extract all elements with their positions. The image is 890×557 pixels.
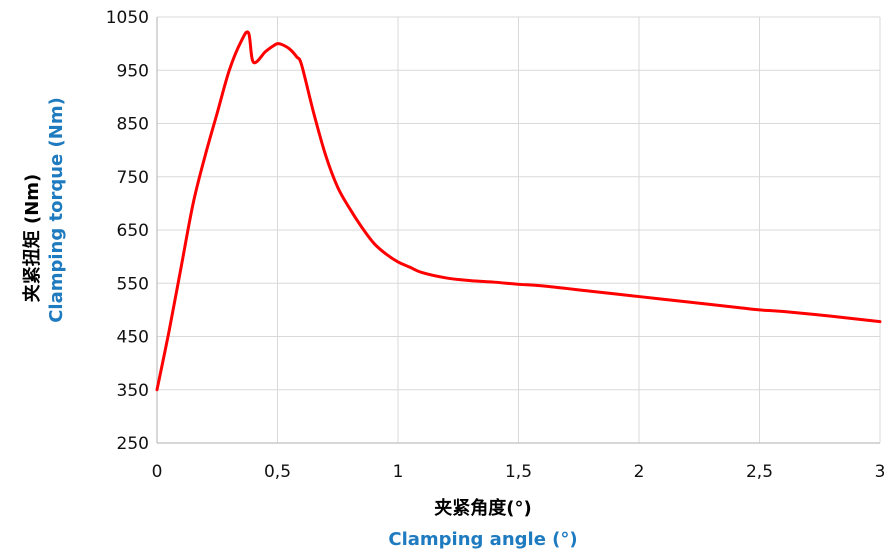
y-tick-label: 850 <box>117 115 149 135</box>
y-axis-title-cn: 夹紧扭矩 (Nm) <box>21 174 43 303</box>
y-tick-labels: 250 350 450 550 650 750 850 950 1050 <box>106 8 149 454</box>
x-tick-label: 3 <box>875 462 886 482</box>
x-tick-label: 2 <box>634 462 645 482</box>
series-line <box>155 30 882 392</box>
x-axis-title-en: Clamping angle (°) <box>388 529 577 550</box>
x-tick-label: 2,5 <box>746 462 773 482</box>
x-axis-title-cn: 夹紧角度(°) <box>434 497 531 519</box>
y-tick-label: 950 <box>117 61 149 81</box>
y-tick-label: 350 <box>117 381 149 401</box>
y-axis-title: 夹紧扭矩 (Nm) Clamping torque (Nm) <box>21 97 67 323</box>
grid-lines <box>156 16 881 444</box>
x-tick-label: 0 <box>152 462 163 482</box>
y-tick-label: 250 <box>117 434 149 454</box>
x-axis-title: 夹紧角度(°) Clamping angle (°) <box>388 497 577 550</box>
y-axis-title-en: Clamping torque (Nm) <box>46 97 67 323</box>
x-tick-label: 1,5 <box>505 462 532 482</box>
y-tick-label: 750 <box>117 168 149 188</box>
y-tick-label: 1050 <box>106 8 149 28</box>
x-tick-label: 0,5 <box>264 462 291 482</box>
x-tick-labels: 0 0,5 1 1,5 2 2,5 3 <box>152 462 886 482</box>
y-tick-label: 450 <box>117 328 149 348</box>
y-tick-label: 550 <box>117 274 149 294</box>
x-tick-label: 1 <box>393 462 404 482</box>
axes <box>156 17 880 444</box>
y-tick-label: 650 <box>117 221 149 241</box>
